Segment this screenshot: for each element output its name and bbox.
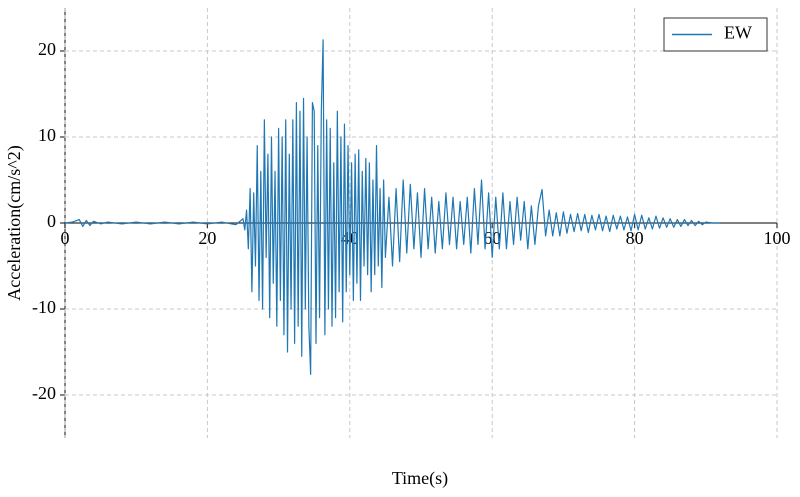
y-tick-label: -10: [32, 297, 56, 317]
x-tick-label: 80: [626, 228, 644, 248]
x-tick-label: 20: [198, 228, 216, 248]
y-tick-label: 10: [38, 125, 56, 145]
y-axis-label: Acceleration(cm/s^2): [4, 145, 25, 300]
x-axis-label: Time(s): [392, 468, 448, 489]
y-tick-label: 20: [38, 39, 56, 59]
data-line: [64, 39, 721, 375]
x-tick-label: 100: [764, 228, 791, 248]
y-tick-label: -20: [32, 383, 56, 403]
x-tick-label: 0: [61, 228, 70, 248]
legend-label: EW: [724, 23, 752, 43]
x-tick-label: 60: [483, 228, 501, 248]
y-tick-label: 0: [47, 211, 56, 231]
